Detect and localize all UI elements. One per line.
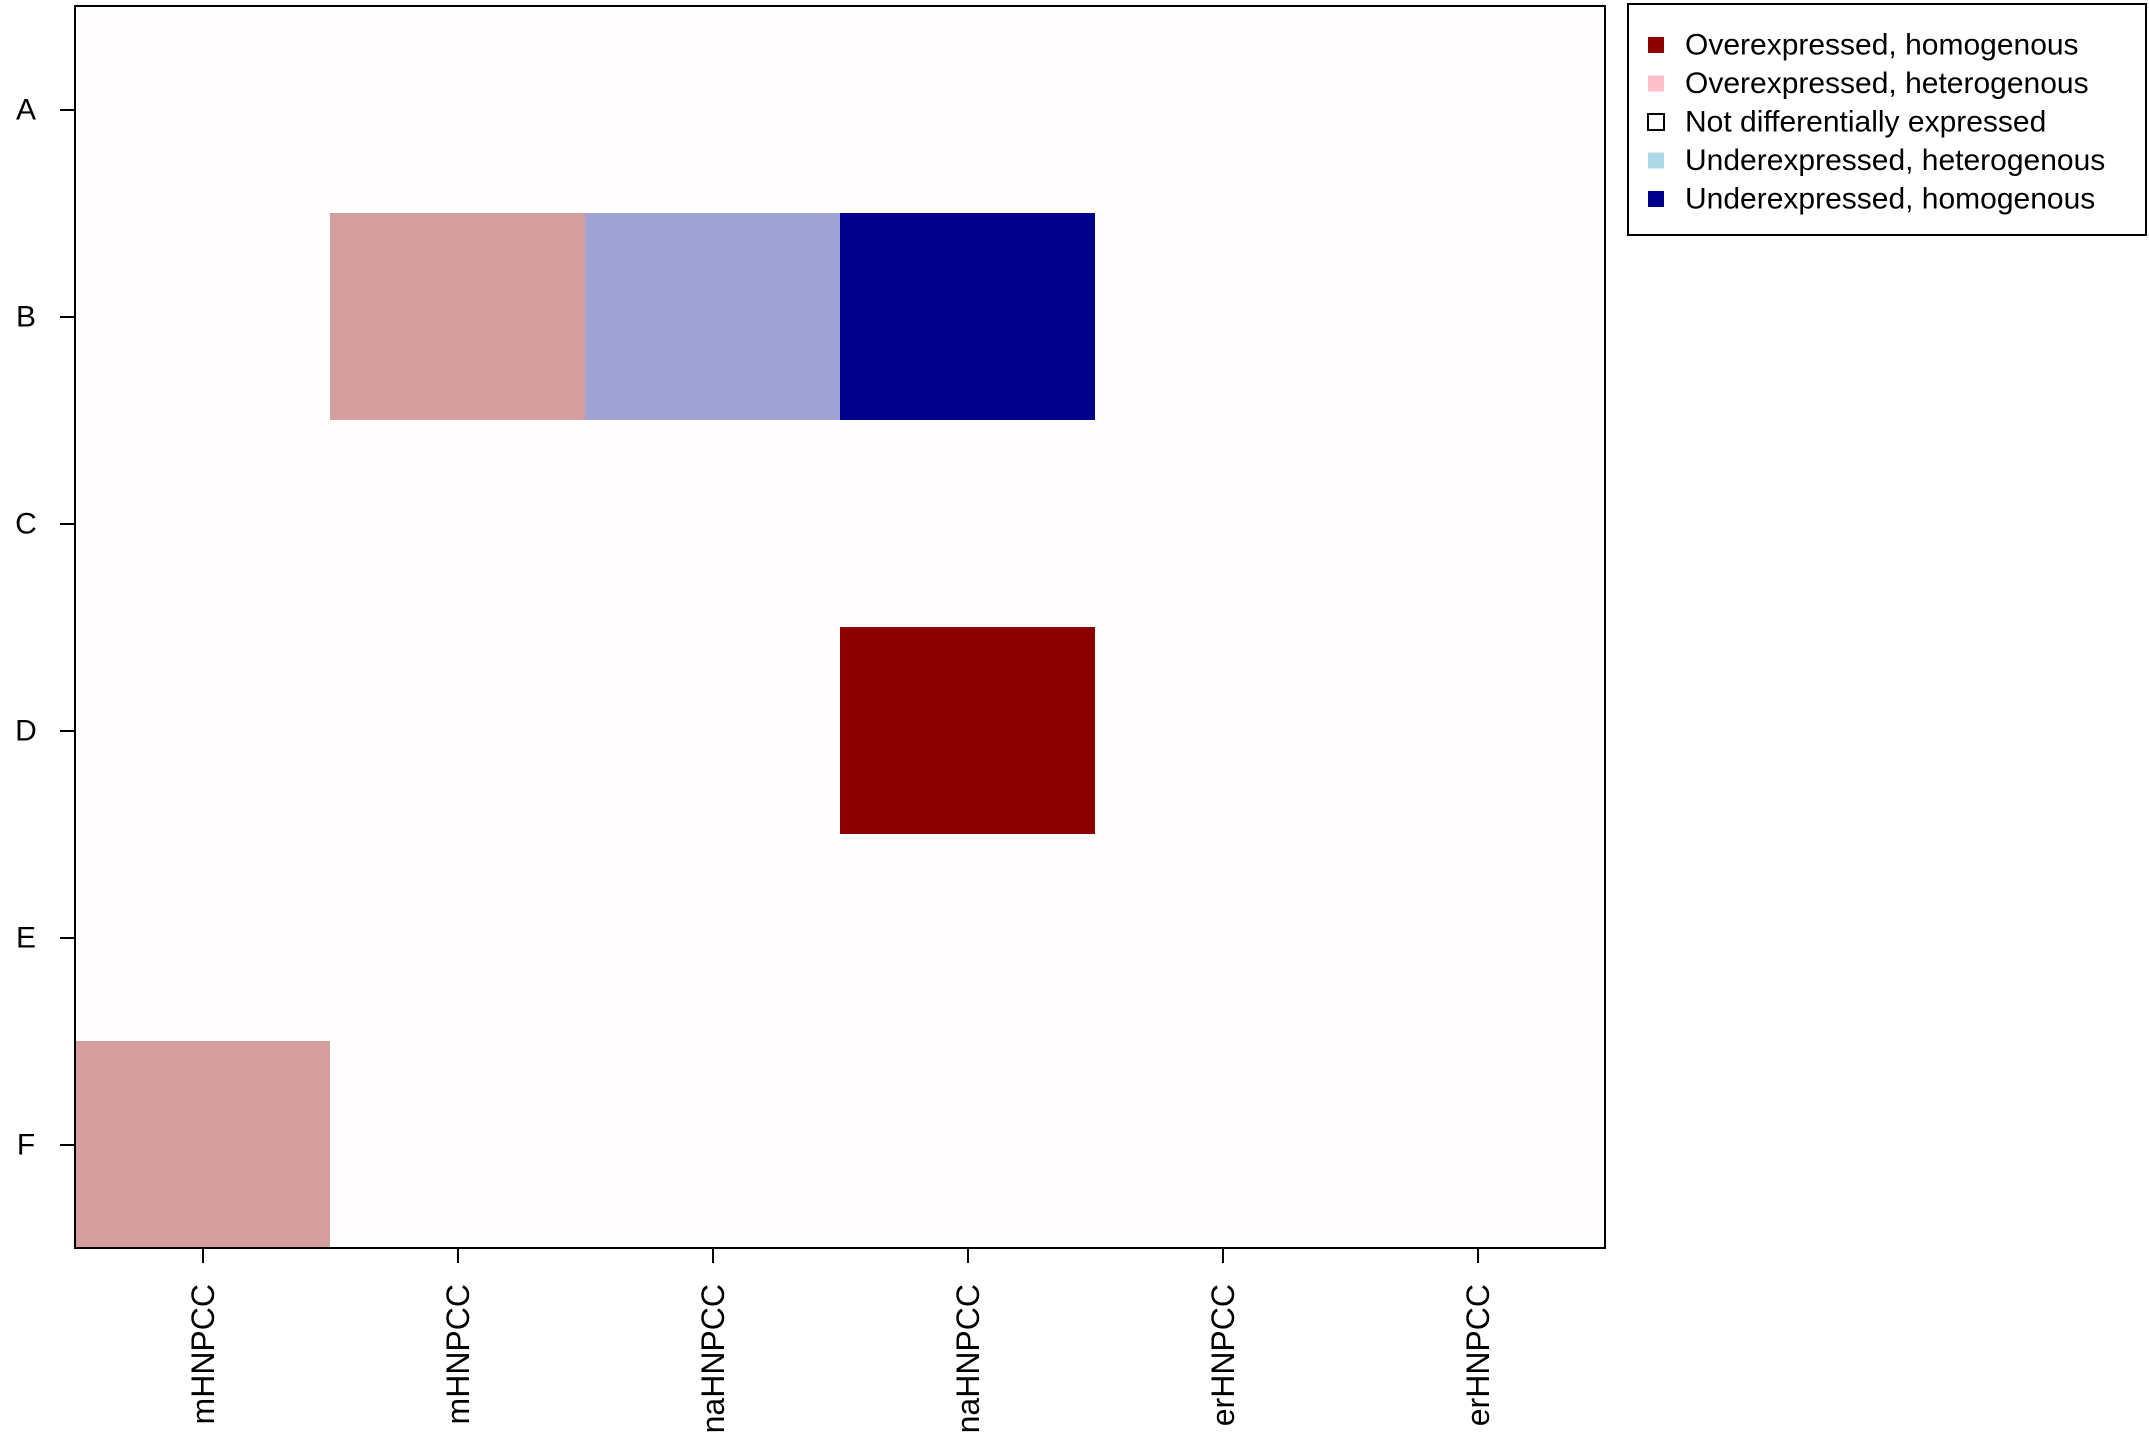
heatmap-cell-B-1 bbox=[330, 213, 585, 420]
legend-swatch-4 bbox=[1648, 191, 1664, 207]
x-tick-label-5: erHNPCC bbox=[1460, 1284, 1496, 1426]
legend-label-2: Not differentially expressed bbox=[1685, 106, 2046, 139]
plot-frame bbox=[74, 5, 1606, 1249]
y-axis: A B C D E F bbox=[15, 94, 75, 1162]
y-tick-label-A: A bbox=[16, 94, 36, 127]
x-tick-label-3: naHNPCC bbox=[950, 1284, 986, 1433]
heatmap-cell-F-0 bbox=[75, 1041, 330, 1248]
heatmap-cells bbox=[75, 213, 1095, 1248]
x-tick-label-0: mHNPCC bbox=[185, 1284, 221, 1424]
legend-swatch-0 bbox=[1648, 37, 1664, 53]
legend-box bbox=[1627, 3, 2147, 236]
y-tick-label-B: B bbox=[16, 301, 36, 334]
y-tick-label-C: C bbox=[15, 508, 37, 541]
legend-label-4: Underexpressed, homogenous bbox=[1685, 183, 2095, 216]
x-tick-labels: mHNPCC mHNPCC naHNPCC naHNPCC erHNPCC erHNPCC bbox=[185, 1284, 1496, 1433]
legend-label-3: Underexpressed, heterogenous bbox=[1685, 144, 2105, 177]
x-tick-label-2: naHNPCC bbox=[695, 1284, 731, 1433]
legend-swatch-3 bbox=[1648, 152, 1664, 169]
y-tick-label-E: E bbox=[16, 922, 36, 955]
heatmap-cell-D-3 bbox=[840, 627, 1095, 834]
legend-swatch-1 bbox=[1648, 75, 1664, 92]
legend-label-1: Overexpressed, heterogenous bbox=[1685, 67, 2089, 100]
heatmap-cell-B-3 bbox=[840, 213, 1095, 420]
heatmap-cell-B-2 bbox=[585, 213, 840, 420]
x-tick-label-1: mHNPCC bbox=[440, 1284, 476, 1424]
legend-label-0: Overexpressed, homogenous bbox=[1685, 29, 2079, 62]
x-axis: mHNPCC mHNPCC naHNPCC naHNPCC erHNPCC erHNPCC bbox=[185, 1248, 1496, 1433]
legend: Overexpressed, homogenous Overexpressed, … bbox=[1627, 3, 2147, 236]
y-tick-label-F: F bbox=[17, 1129, 35, 1162]
x-tick-label-4: erHNPCC bbox=[1205, 1284, 1241, 1426]
y-tick-label-D: D bbox=[15, 715, 37, 748]
legend-swatch-2 bbox=[1647, 113, 1665, 131]
